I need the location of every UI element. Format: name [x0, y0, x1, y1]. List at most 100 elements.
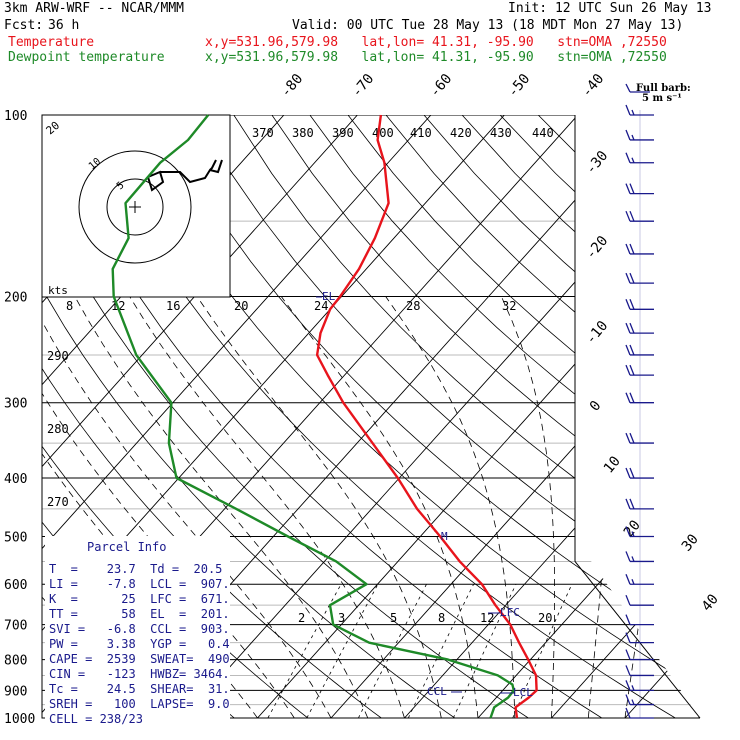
mixing-ratio-line	[452, 584, 517, 718]
dry-adiabat-label: 400	[372, 126, 394, 140]
init-time: Init: 12 UTC Sun 26 May 13	[508, 1, 712, 16]
legend-barb-flag	[625, 83, 631, 93]
wind-barb-flag	[625, 498, 631, 510]
wind-barb-half	[631, 109, 635, 116]
wind-barb-half	[631, 699, 635, 705]
hodograph-speed-label: 20	[234, 299, 248, 313]
wind-barb-flag	[625, 364, 631, 376]
moist-adiabat	[624, 296, 687, 718]
mixing-ratio-line	[512, 584, 573, 718]
wind-barb-flag	[629, 210, 635, 222]
hodograph-unit: kts	[48, 284, 68, 297]
wind-barb-flag	[625, 129, 631, 141]
dry-adiabat	[81, 115, 698, 718]
isotherm	[477, 115, 700, 718]
isotherm	[624, 115, 700, 718]
moist-adiabat	[42, 296, 332, 718]
dry-adiabat-label: 290	[47, 349, 69, 363]
dry-adiabat-label: 270	[47, 495, 69, 509]
mixing-ratio-label: 8	[438, 611, 445, 625]
isobar-label-500: 500	[4, 530, 27, 545]
mixing-ratio-label: 12	[480, 611, 494, 625]
isotherm	[551, 115, 700, 718]
mixing-ratio-line	[267, 584, 342, 718]
moist-adiabat	[196, 296, 442, 718]
wind-barb-flag	[625, 243, 631, 255]
hodograph-ring-label: 5	[115, 180, 127, 192]
model-title: 3km ARW-WRF -- NCAR/MMM	[4, 1, 185, 16]
isotherm-label: 10	[601, 453, 624, 476]
wind-barb-flag	[629, 432, 635, 444]
wind-barb-flag	[625, 104, 631, 116]
hodograph-trace-end	[209, 159, 217, 171]
wind-barb-flag	[625, 467, 631, 479]
ccl-marker: CCL	[427, 685, 447, 698]
wind-barb-flag	[629, 322, 635, 334]
lcl-marker: LCL	[513, 686, 533, 699]
wind-barb-flag	[625, 551, 631, 562]
wind-barb-half	[631, 134, 635, 141]
isotherm-label: 30	[679, 531, 702, 554]
moist-adiabat	[74, 296, 369, 718]
isobar-label-200: 200	[4, 291, 27, 306]
dry-adiabat	[195, 115, 700, 718]
el-marker: EL	[322, 290, 336, 303]
full-barb-line1: Full barb:	[636, 83, 691, 94]
dry-adiabat	[271, 115, 700, 718]
wind-barb-flag	[625, 632, 631, 643]
wind-barb-flag	[625, 694, 631, 705]
parcel-row: K = 25 LFC = 671.	[49, 592, 230, 606]
wind-barb-flag	[625, 614, 631, 625]
mixing-ratio-label: 3	[338, 611, 345, 625]
wind-barb-flag	[629, 272, 635, 284]
isobar-label-300: 300	[4, 397, 27, 412]
wind-barb-flag	[625, 680, 631, 691]
wind-barb-flag	[629, 364, 635, 376]
temperature-location: x,y=531.96,579.98 lat,lon= 41.31, -95.90…	[205, 35, 667, 50]
isotherm-label: -80	[278, 71, 307, 101]
dry-adiabat	[461, 115, 700, 718]
dry-adiabat	[347, 115, 700, 718]
hodograph-speed-label: 8	[66, 299, 73, 313]
isotherm	[42, 115, 358, 718]
isobar-label-800: 800	[4, 654, 27, 669]
m-marker: M	[441, 530, 448, 543]
parcel-row: SVI = -6.8 CCL = 903.	[49, 622, 230, 636]
wind-barb-half	[631, 556, 635, 562]
dry-adiabat-label: 280	[47, 422, 69, 436]
parcel-info-panel: Parcel Info T = 23.7 Td = 20.5 LI = -7.8…	[45, 536, 230, 726]
mixing-ratio-line	[407, 584, 474, 718]
full-barb-line2: 5 m s⁻¹	[642, 93, 682, 104]
hodograph-speed-label: 24	[314, 299, 328, 313]
moist-adiabat	[129, 296, 405, 718]
dry-adiabat	[309, 115, 700, 718]
isotherm-label: -40	[579, 71, 608, 101]
hodograph-cell-box	[147, 170, 165, 192]
isotherm-label: 40	[699, 591, 722, 614]
mixing-ratio-label: 2	[298, 611, 305, 625]
dry-adiabat-label: 410	[410, 126, 432, 140]
hodograph-speed-label: 32	[502, 299, 516, 313]
parcel-row: TT = 58 EL = 201.	[49, 607, 230, 621]
wind-barb-flag	[625, 299, 631, 310]
dry-adiabat-label: 430	[490, 126, 512, 140]
parcel-row: PW = 3.38 YGP = 0.4	[49, 637, 230, 651]
isotherm-label: -10	[583, 318, 612, 348]
isobar-label-1000: 1000	[4, 712, 35, 727]
parcel-row: CELL = 238/23	[49, 712, 143, 726]
dry-adiabat	[157, 115, 700, 718]
isotherm-label: -70	[349, 71, 378, 101]
isotherm	[183, 115, 700, 718]
wind-barb-flag	[625, 649, 631, 660]
dry-adiabat	[233, 115, 700, 718]
hodograph-trace	[160, 159, 223, 184]
wind-barb-flag	[625, 707, 631, 719]
mixing-ratio-label: 20	[538, 611, 552, 625]
hodograph-speed-label: 28	[406, 299, 420, 313]
parcel-row: LI = -7.8 LCL = 907.	[49, 577, 230, 591]
wind-barb-flag	[629, 467, 635, 479]
lfc-marker: LFC	[500, 606, 520, 619]
wind-barb-flag	[629, 392, 635, 403]
temperature-curve	[315, 114, 538, 719]
dry-adiabat	[423, 115, 700, 718]
